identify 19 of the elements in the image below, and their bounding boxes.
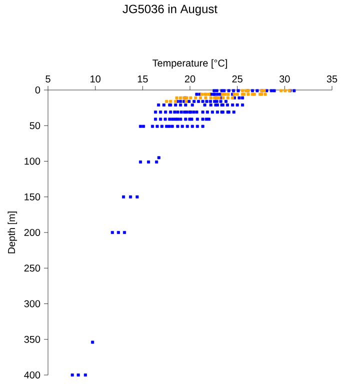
x-tick-label: 10: [90, 75, 100, 82]
y-tick-label: 200: [24, 228, 40, 236]
chart-title: JG5036 in August: [122, 4, 218, 16]
y-tick-label: 100: [24, 158, 40, 165]
y-tick-label: 150: [24, 193, 40, 200]
x-tick-label: 20: [184, 75, 196, 82]
x-tick-label: 15: [138, 76, 148, 82]
y-tick-label: 0: [35, 86, 40, 94]
x-tick-label: 25: [232, 75, 242, 82]
y-tick-label: 300: [24, 300, 40, 308]
y-tick-label: 350: [24, 336, 40, 343]
y-axis-title: Depth [m]: [8, 212, 18, 254]
x-tick-label: 35: [326, 75, 338, 82]
y-tick-label: 400: [24, 371, 40, 379]
x-axis-title: Temperature [°C]: [152, 59, 227, 69]
y-tick-label: 250: [24, 264, 40, 272]
y-tick-label: 50: [30, 122, 40, 130]
x-tick-label: 30: [280, 75, 290, 82]
x-tick-label: 5: [46, 76, 50, 82]
